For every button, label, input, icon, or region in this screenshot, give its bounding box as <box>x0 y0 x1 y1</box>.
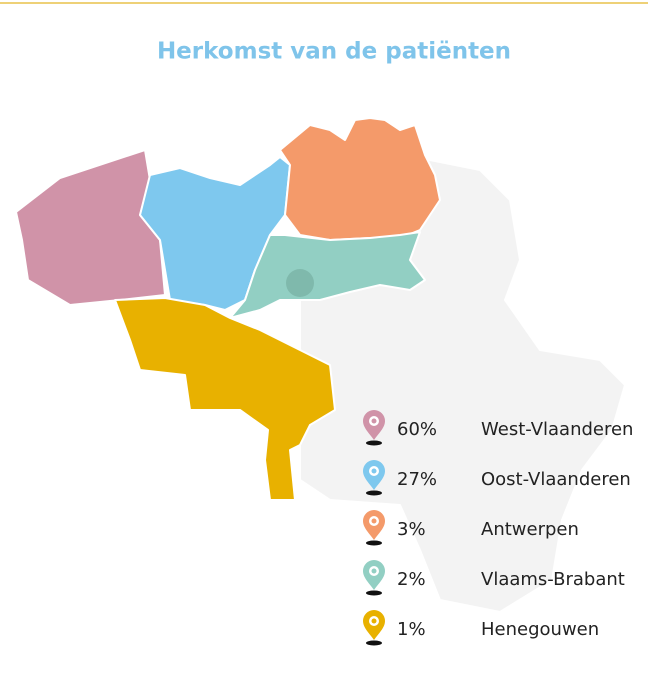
pin-dot <box>371 418 377 424</box>
pin-shadow <box>366 440 382 446</box>
legend-name: Oost-Vlaanderen <box>481 469 631 490</box>
pin-shadow <box>366 490 382 496</box>
legend-percent: 3% <box>397 519 426 540</box>
pin-dot <box>371 468 377 474</box>
pin-dot <box>371 568 377 574</box>
pin-shadow <box>366 540 382 546</box>
pin-dot <box>371 618 377 624</box>
legend-percent: 2% <box>397 569 426 590</box>
brussels <box>286 269 314 297</box>
legend: 60% West-Vlaanderen 27% Oost-Vlaanderen 3% An… <box>363 410 633 646</box>
pin-shadow <box>366 590 382 596</box>
legend-name: Antwerpen <box>481 519 579 540</box>
region-west-vlaanderen <box>15 149 166 306</box>
title: Herkomst van de patiënten <box>157 39 511 65</box>
legend-name: West-Vlaanderen <box>481 419 633 440</box>
region-henegouwen <box>114 297 336 501</box>
legend-name: Henegouwen <box>481 619 599 640</box>
legend-percent: 1% <box>397 619 426 640</box>
legend-name: Vlaams-Brabant <box>481 569 625 590</box>
legend-percent: 27% <box>397 469 437 490</box>
pin-dot <box>371 518 377 524</box>
pin-shadow <box>366 640 382 646</box>
region-vlaams-brabant <box>229 231 426 319</box>
map <box>15 117 626 613</box>
region-antwerpen <box>279 117 441 241</box>
legend-percent: 60% <box>397 419 437 440</box>
